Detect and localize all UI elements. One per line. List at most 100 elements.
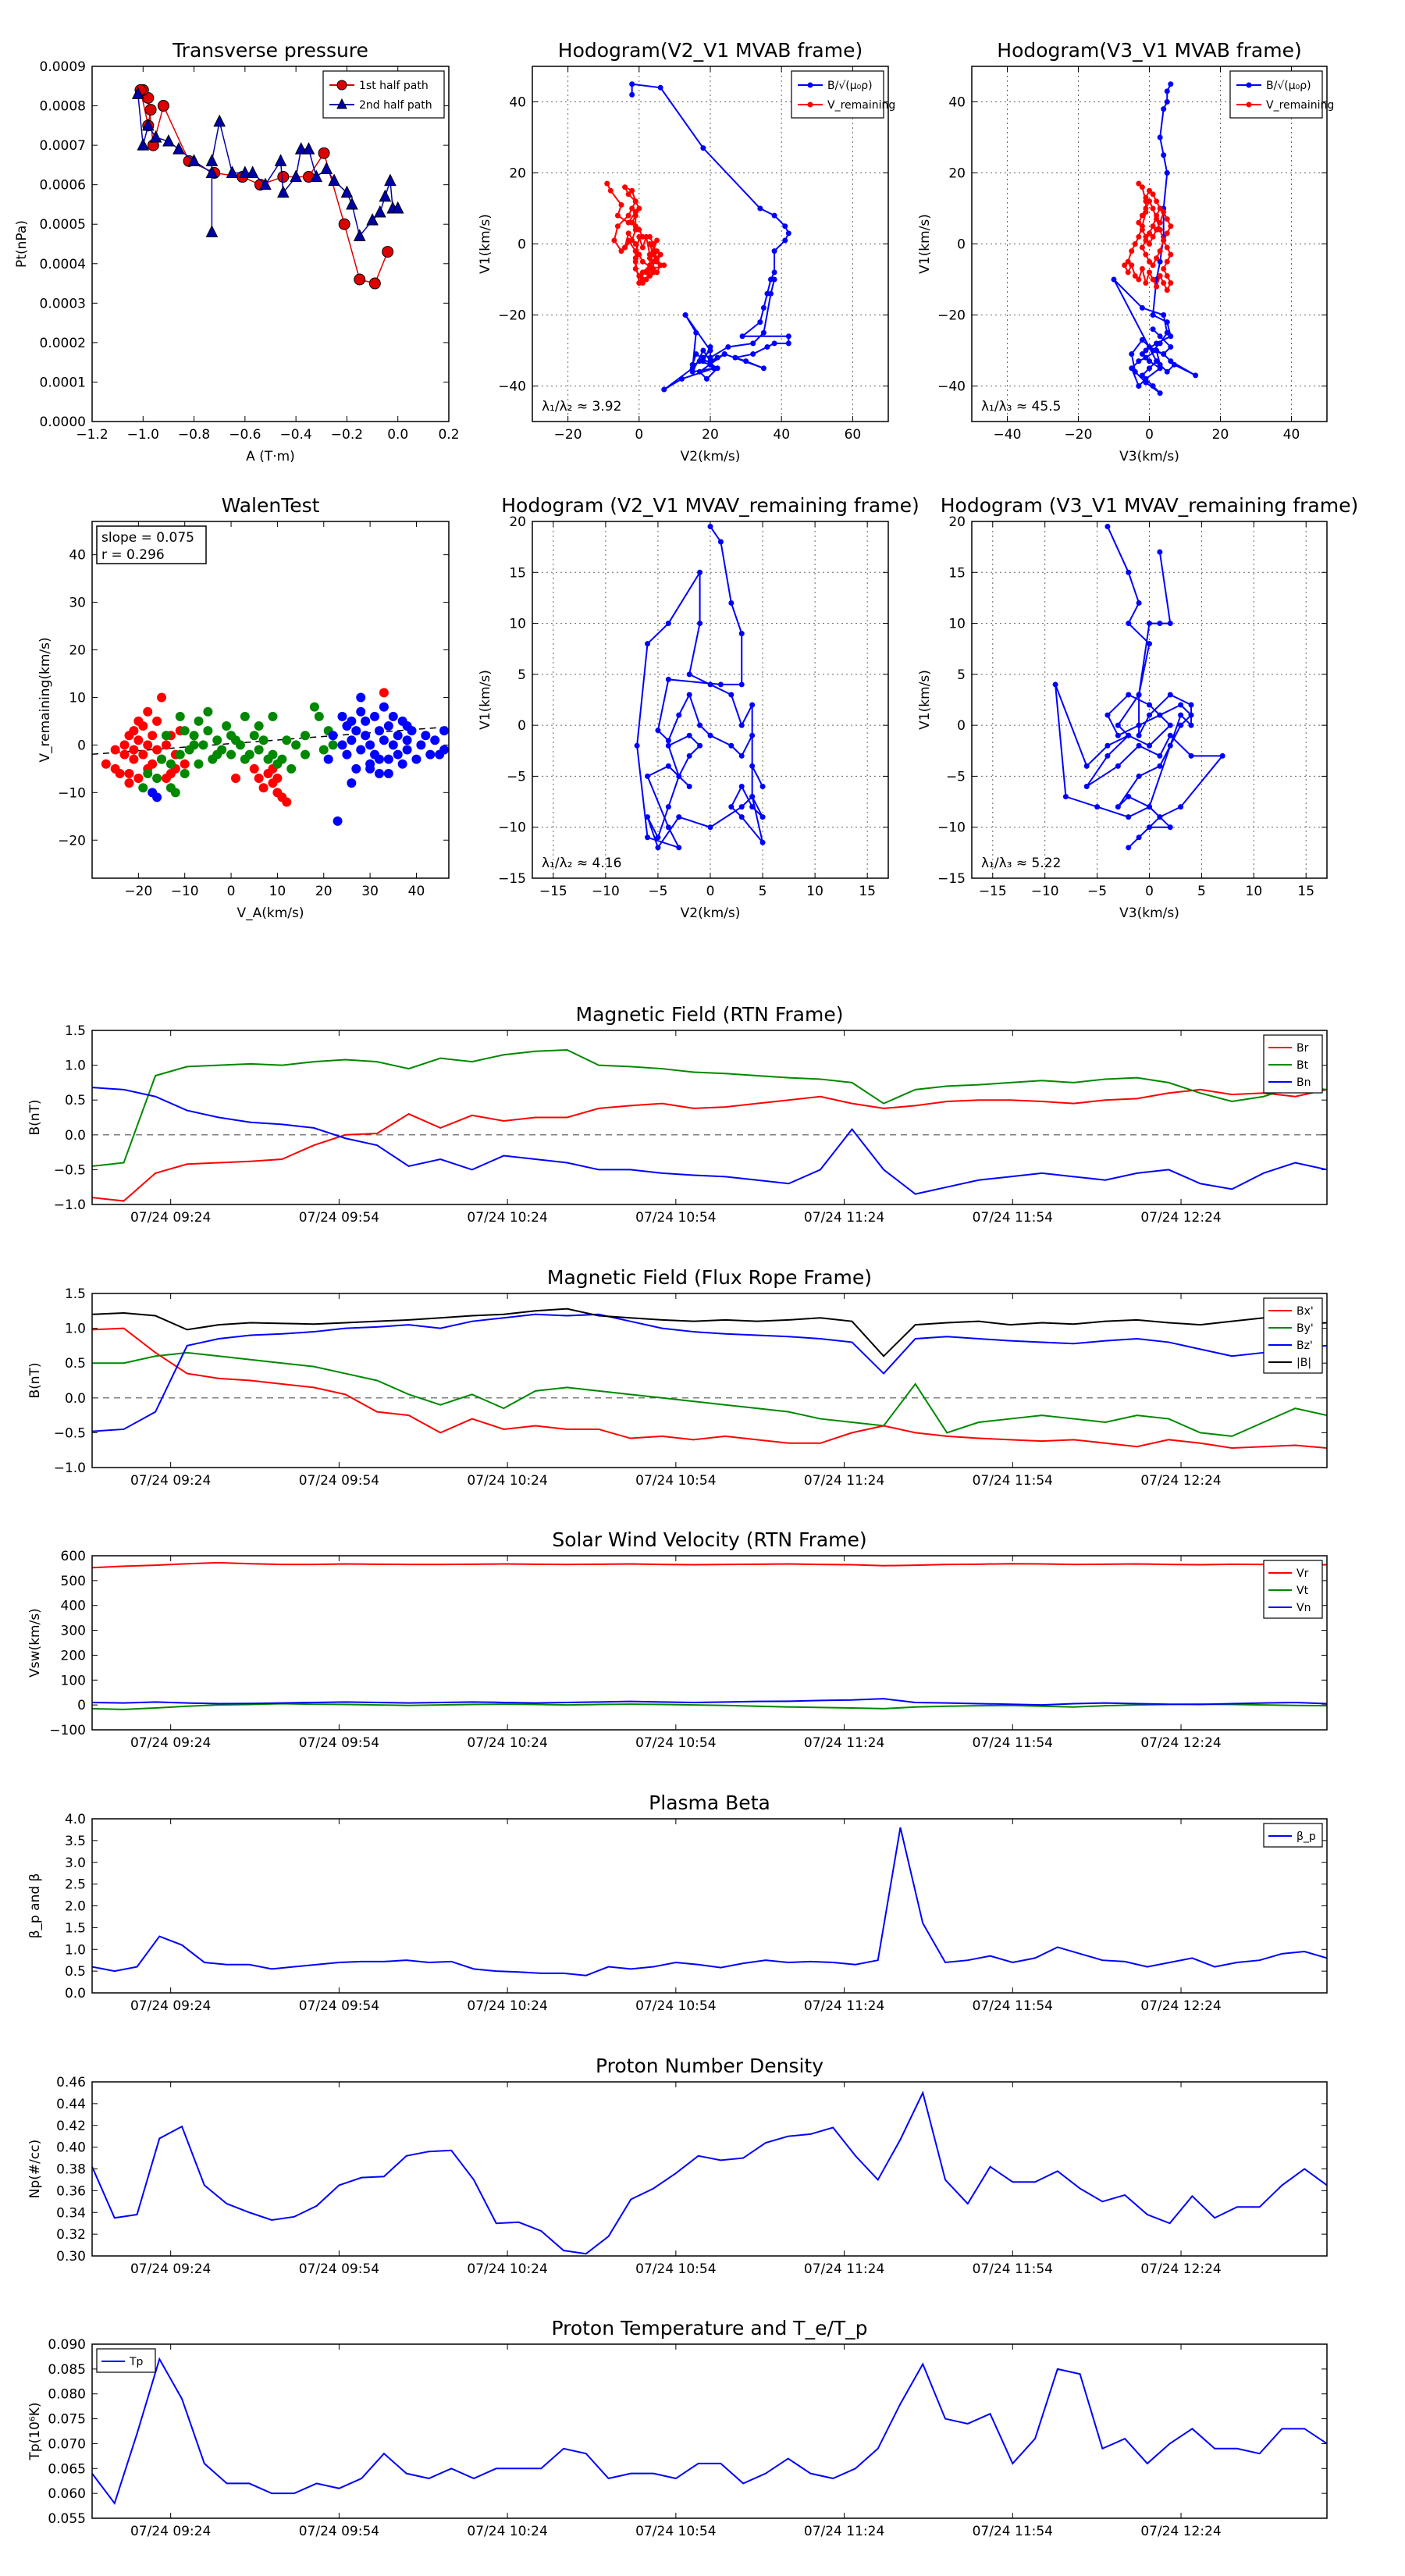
data-point [760, 329, 767, 336]
y-tick-label: 1.5 [65, 1023, 86, 1039]
data-point [1154, 198, 1160, 205]
data-point [1178, 712, 1184, 718]
chart-wt: WalenTest −20 −10 0 10 20 30 40 −20 −10 0 10 20 30 40 V… [37, 494, 450, 921]
y-tick-label: 1.0 [65, 1059, 86, 1074]
data-point [421, 731, 431, 741]
stats-box [96, 525, 207, 564]
data-point [636, 280, 642, 286]
data-point [1126, 569, 1132, 575]
y-tick-label: 0.0 [65, 1986, 86, 2001]
plot-frame [91, 2081, 1328, 2257]
data-point [1178, 702, 1184, 708]
data-point [226, 749, 237, 760]
legend-label: Vt [1297, 1585, 1309, 1597]
plot-area [92, 1827, 1327, 1976]
y-tick-label: 3.0 [65, 1856, 86, 1871]
data-point [655, 728, 661, 734]
chart-sw: Solar Wind Velocity (RTN Frame) 07/24 09:… [27, 1528, 1328, 1751]
data-point [1154, 212, 1160, 219]
y-tick-label: 0.0001 [40, 375, 86, 390]
data-point [1115, 804, 1121, 810]
chart-mf_fr: Magnetic Field (Flux Rope Frame) 07/24 09… [27, 1266, 1328, 1489]
data-point [1136, 383, 1142, 389]
y-tick-label: 10 [509, 617, 526, 632]
data-point [361, 731, 371, 741]
data-point [383, 768, 393, 778]
chart-h2: Hodogram(V3_V1 MVAB frame) −40 −20 0 20 40 −40… [917, 39, 1334, 464]
data-point [759, 783, 766, 789]
data-point [1062, 794, 1069, 800]
data-point [693, 351, 699, 358]
series-blue [148, 692, 449, 826]
data-point [625, 212, 631, 219]
data-point [629, 219, 635, 226]
legend-marker [1246, 101, 1252, 108]
y-tick-label: −10 [937, 820, 966, 836]
data-point [1171, 361, 1177, 368]
series-line [1055, 526, 1225, 849]
x-tick-label: 07/24 11:54 [973, 1735, 1053, 1751]
y-tick-label: 0.44 [56, 2097, 86, 2112]
data-point [1143, 347, 1149, 354]
y-tick-label: 30 [69, 596, 86, 611]
data-point [665, 804, 671, 810]
data-point [342, 749, 352, 760]
data-point [138, 749, 148, 760]
data-point [402, 745, 412, 755]
data-point [382, 246, 394, 258]
x-tick-label: 07/24 12:24 [1140, 1210, 1221, 1226]
data-point [1139, 351, 1145, 358]
data-point [1132, 241, 1138, 247]
data-point [402, 735, 412, 745]
data-point [1157, 753, 1163, 759]
data-point [676, 712, 682, 718]
data-point [254, 774, 264, 784]
data-point [383, 721, 393, 731]
x-tick-label: −15 [979, 884, 1007, 899]
data-point [686, 692, 692, 698]
x-tick-label: 07/24 10:24 [467, 2261, 547, 2277]
data-point [639, 276, 646, 283]
data-point [189, 731, 199, 741]
legend: B/√(μ₀ρ) V_remaining [791, 70, 895, 119]
data-point [374, 726, 384, 736]
data-point [1188, 702, 1194, 708]
y-tick-label: 0 [77, 738, 86, 753]
y-tick-label: −20 [58, 833, 86, 849]
y-tick-label: 200 [61, 1648, 86, 1663]
y-tick-label: 3.5 [65, 1834, 86, 1849]
x-tick-label: 07/24 09:54 [299, 1735, 379, 1751]
data-point [203, 726, 213, 736]
chart-title: Solar Wind Velocity (RTN Frame) [552, 1528, 866, 1551]
data-point [365, 740, 375, 750]
data-point [161, 740, 171, 750]
data-point [143, 740, 153, 750]
x-tick-label: 5 [759, 884, 767, 899]
data-point [629, 81, 635, 87]
data-point [625, 230, 631, 237]
x-tick-label: 07/24 10:54 [635, 1735, 716, 1751]
data-point [1147, 343, 1152, 350]
data-point [1143, 251, 1149, 258]
x-tick-label: 0.2 [438, 427, 459, 443]
data-point [738, 804, 745, 810]
series-green [138, 702, 338, 798]
x-tick-label: 07/24 10:54 [635, 2261, 716, 2277]
data-point [738, 722, 745, 728]
data-point [318, 745, 329, 755]
series-line-br [92, 1088, 1327, 1202]
plot-frame [91, 1555, 1328, 1731]
data-point [1139, 265, 1145, 272]
data-point [388, 711, 398, 721]
data-point [686, 671, 692, 678]
data-point [1161, 209, 1167, 215]
x-tick-label: 07/24 10:54 [635, 1998, 716, 2014]
series-b [1111, 81, 1199, 397]
data-point [1168, 251, 1174, 258]
data-point [1157, 390, 1163, 397]
data-point [738, 814, 745, 820]
data-point [119, 749, 130, 760]
plot-frame [91, 521, 450, 879]
y-axis-label: V_remaining(km/s) [37, 637, 53, 762]
y-tick-label: 0.0004 [40, 257, 86, 272]
